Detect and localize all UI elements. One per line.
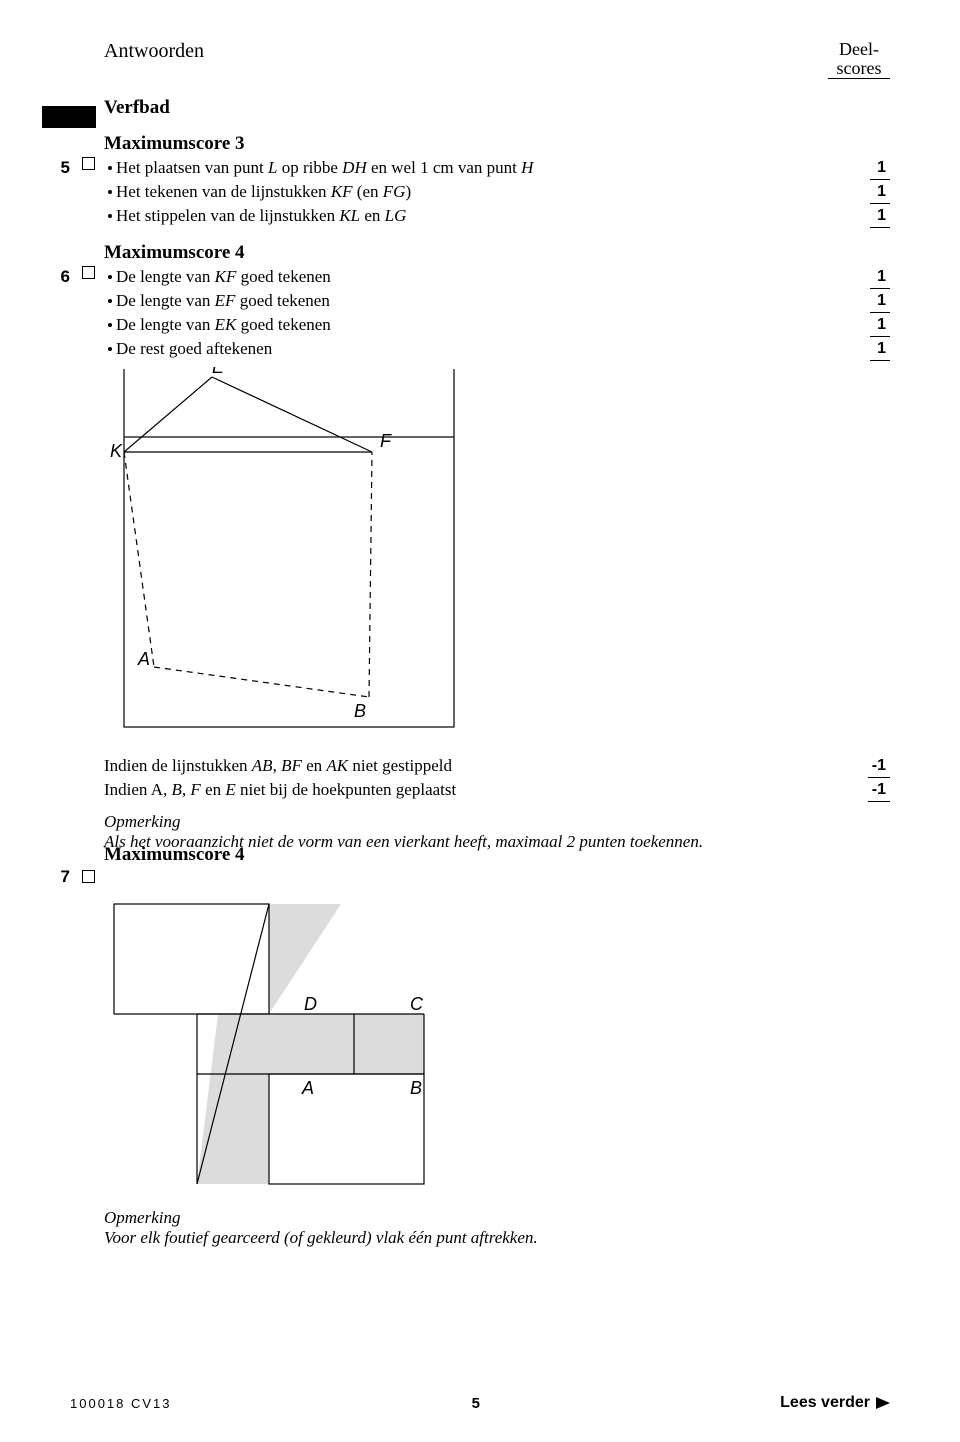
figure-q7: D C A B bbox=[104, 894, 504, 1194]
bullet bbox=[104, 181, 116, 203]
q6-row-1: De lengte van EF goed tekenen 1 bbox=[104, 290, 890, 313]
q5-text-1: Het tekenen van de lijnstukken KF (en FG… bbox=[116, 181, 834, 203]
q5-row-1: Het tekenen van de lijnstukken KF (en FG… bbox=[104, 181, 890, 204]
svg-text:A: A bbox=[137, 649, 150, 669]
post6-text-1: Indien A, B, F en E niet bij de hoekpunt… bbox=[104, 779, 834, 801]
q5-prefix: 5 bbox=[42, 157, 104, 179]
footer-right: Lees verder bbox=[780, 1394, 890, 1412]
footer: 100018 CV13 5 Lees verder bbox=[70, 1394, 890, 1412]
post6-text-0: Indien de lijnstukken AB, BF en AK niet … bbox=[104, 755, 834, 777]
q5-score-1: 1 bbox=[834, 181, 890, 204]
post7-opmerking-label: Opmerking bbox=[104, 1208, 890, 1228]
q6-maxscore: Maximumscore 4 bbox=[104, 242, 890, 264]
figure-q6: E K F A B bbox=[104, 367, 474, 747]
q5-number: 5 bbox=[42, 157, 76, 179]
bullet bbox=[104, 290, 116, 312]
q5-score-2: 1 bbox=[834, 205, 890, 228]
svg-text:F: F bbox=[380, 431, 392, 451]
q6-text-2: De lengte van EK goed tekenen bbox=[116, 314, 834, 336]
q5-text-0: Het plaatsen van punt L op ribbe DH en w… bbox=[116, 157, 834, 179]
q6-prefix: 6 bbox=[42, 266, 104, 288]
svg-text:C: C bbox=[410, 994, 424, 1014]
q5-score-0: 1 bbox=[834, 157, 890, 180]
bullet bbox=[104, 205, 116, 227]
svg-text:E: E bbox=[212, 367, 225, 377]
svg-text:B: B bbox=[410, 1078, 422, 1098]
q5-text-2: Het stippelen van de lijnstukken KL en L… bbox=[116, 205, 834, 227]
q6-score-2: 1 bbox=[834, 314, 890, 337]
header-right: Deel- scores bbox=[828, 40, 890, 79]
page: Antwoorden Deel- scores Verfbad Maximums… bbox=[0, 0, 960, 1442]
post7-opmerking-body: Voor elk foutief gearceerd (of gekleurd)… bbox=[104, 1228, 890, 1248]
post6-opmerking-label: Opmerking bbox=[104, 812, 890, 832]
header-left: Antwoorden bbox=[104, 40, 204, 63]
post6-score-1: -1 bbox=[834, 779, 890, 802]
black-marker bbox=[42, 106, 96, 128]
q6-row-2: De lengte van EK goed tekenen 1 bbox=[104, 314, 890, 337]
q7-head: 7 Maximumscore 4 bbox=[104, 866, 890, 888]
bullet bbox=[104, 314, 116, 336]
footer-right-text: Lees verder bbox=[780, 1394, 870, 1412]
q6-text-1: De lengte van EF goed tekenen bbox=[116, 290, 834, 312]
q6-row-0: 6 De lengte van KF goed tekenen 1 bbox=[104, 266, 890, 289]
header-right-top: Deel- bbox=[828, 40, 890, 59]
q6-row-3: De rest goed aftekenen 1 bbox=[104, 338, 890, 361]
q6-score-1: 1 bbox=[834, 290, 890, 313]
header: Antwoorden Deel- scores bbox=[104, 40, 890, 79]
q5-row-2: Het stippelen van de lijnstukken KL en L… bbox=[104, 205, 890, 228]
q5-checkbox[interactable] bbox=[82, 157, 95, 170]
q5-maxscore: Maximumscore 3 bbox=[104, 133, 890, 155]
svg-text:B: B bbox=[354, 701, 366, 721]
bullet bbox=[104, 266, 116, 288]
header-right-bottom: scores bbox=[828, 59, 890, 78]
q6-text-0: De lengte van KF goed tekenen bbox=[116, 266, 834, 288]
q7-prefix: 7 bbox=[42, 866, 104, 888]
header-right-rule bbox=[828, 78, 890, 79]
post6-score-0: -1 bbox=[834, 755, 890, 778]
post6-row-0: Indien de lijnstukken AB, BF en AK niet … bbox=[104, 755, 890, 778]
bullet bbox=[104, 338, 116, 360]
svg-text:A: A bbox=[301, 1078, 314, 1098]
post6-row-1: Indien A, B, F en E niet bij de hoekpunt… bbox=[104, 779, 890, 802]
section-title: Verfbad bbox=[104, 97, 890, 119]
section-verfbad: Verfbad Maximumscore 3 5 Het plaatsen va… bbox=[104, 97, 890, 1248]
q5-row-0: 5 Het plaatsen van punt L op ribbe DH en… bbox=[104, 157, 890, 180]
svg-text:D: D bbox=[304, 994, 317, 1014]
q7-checkbox[interactable] bbox=[82, 870, 95, 883]
q6-text-3: De rest goed aftekenen bbox=[116, 338, 834, 360]
q6-number: 6 bbox=[42, 266, 76, 288]
footer-page-number: 5 bbox=[472, 1395, 480, 1412]
q6-score-0: 1 bbox=[834, 266, 890, 289]
q6-checkbox[interactable] bbox=[82, 266, 95, 279]
svg-text:K: K bbox=[110, 441, 123, 461]
q7-maxscore: Maximumscore 4 bbox=[104, 844, 890, 866]
bullet bbox=[104, 157, 116, 179]
arrow-right-icon bbox=[876, 1397, 890, 1409]
q7-number: 7 bbox=[42, 866, 76, 888]
q6-score-3: 1 bbox=[834, 338, 890, 361]
footer-left: 100018 CV13 bbox=[70, 1396, 172, 1411]
